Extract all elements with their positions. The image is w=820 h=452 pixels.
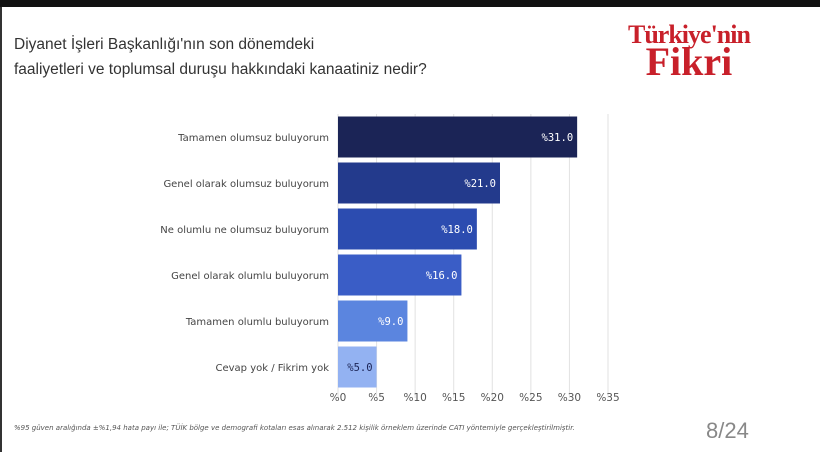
bar bbox=[338, 208, 477, 250]
bar bbox=[338, 254, 462, 296]
logo-line-1: Türkiye'nin bbox=[628, 20, 751, 49]
x-tick-label: %5 bbox=[368, 392, 385, 404]
x-tick-label: %0 bbox=[330, 392, 347, 404]
data-label: %5.0 bbox=[347, 362, 372, 374]
bar bbox=[338, 346, 377, 388]
x-tick-label: %30 bbox=[558, 392, 581, 404]
category-label: Ne olumlu ne olumsuz buluyorum bbox=[160, 225, 329, 236]
page-number: 8/24 bbox=[706, 418, 749, 443]
title-line-2: faaliyetleri ve toplumsal duruşu hakkınd… bbox=[14, 61, 427, 78]
logo-line-2: Fikri bbox=[645, 39, 733, 84]
data-label: %31.0 bbox=[542, 132, 574, 144]
category-label: Tamamen olumlu buluyorum bbox=[185, 317, 329, 328]
category-label: Tamamen olumsuz buluyorum bbox=[177, 133, 329, 144]
category-label: Genel olarak olumsuz buluyorum bbox=[163, 179, 329, 190]
chart-title: Diyanet İşleri Başkanlığı'nın son dönemd… bbox=[14, 32, 427, 82]
left-border bbox=[0, 7, 2, 452]
x-tick-label: %20 bbox=[481, 392, 504, 404]
data-label: %16.0 bbox=[426, 270, 458, 282]
title-line-1: Diyanet İşleri Başkanlığı'nın son dönemd… bbox=[14, 36, 315, 53]
bar bbox=[338, 162, 500, 204]
data-label: %9.0 bbox=[378, 316, 403, 328]
data-label: %18.0 bbox=[441, 224, 473, 236]
category-label: Cevap yok / Fikrim yok bbox=[216, 363, 330, 374]
top-bar bbox=[0, 0, 820, 7]
x-tick-label: %10 bbox=[403, 392, 426, 404]
x-tick-label: %35 bbox=[596, 392, 619, 404]
bar bbox=[338, 116, 578, 158]
bar bbox=[338, 300, 408, 342]
category-label: Genel olarak olumlu buluyorum bbox=[171, 271, 329, 282]
data-label: %21.0 bbox=[464, 178, 496, 190]
x-tick-label: %15 bbox=[442, 392, 465, 404]
logo: Türkiye'nin Fikri bbox=[628, 20, 751, 84]
footnote: %95 güven aralığında ±%1,94 hata payı il… bbox=[14, 424, 575, 432]
x-tick-label: %25 bbox=[519, 392, 542, 404]
